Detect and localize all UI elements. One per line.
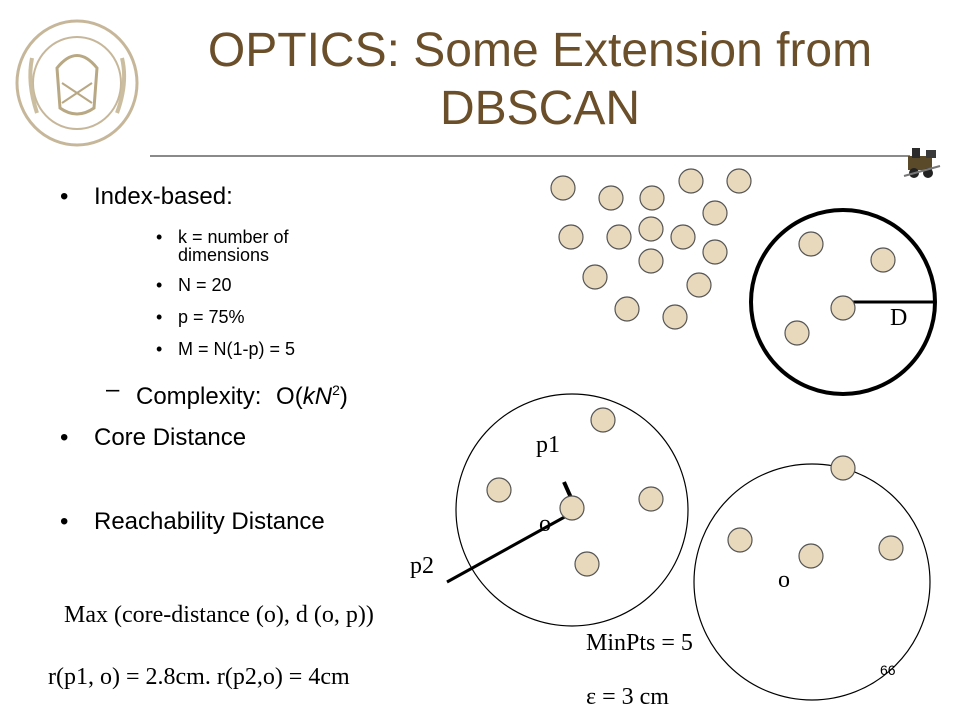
university-seal-logo (15, 19, 139, 147)
train-engine-icon (903, 148, 941, 178)
data-point (614, 296, 640, 322)
data-point (486, 477, 512, 503)
formula-close: ) (339, 383, 348, 410)
bullet-text: Index-based: (94, 183, 233, 210)
title-line-1: OPTICS: Some Extension from (207, 24, 873, 77)
data-point (662, 304, 688, 330)
data-point (638, 216, 664, 242)
data-point (574, 551, 600, 577)
data-point (638, 248, 664, 274)
data-point (830, 455, 856, 481)
data-point (550, 175, 576, 201)
label-o-left: o (539, 511, 551, 537)
data-point (559, 495, 585, 521)
formula-distances: r(p1, o) = 2.8cm. r(p2,o) = 4cm (48, 664, 350, 690)
data-point (598, 185, 624, 211)
data-point (590, 407, 616, 433)
bullet-dot: • (156, 339, 163, 359)
sub-bullet-text: N = 20 (178, 275, 232, 295)
data-point (784, 320, 810, 346)
bullet-reachability-distance: • Reachability Distance (60, 508, 325, 536)
sub-bullet-n: • N = 20 (156, 275, 232, 295)
sub-bullet-k: • k = number of dimensions (156, 227, 289, 265)
data-point (830, 295, 856, 321)
top-point-cluster (550, 168, 752, 330)
bullet-dot: • (156, 307, 163, 327)
data-point (870, 247, 896, 273)
reachability-neighborhood (446, 393, 689, 627)
formula-epsilon: ε = 3 cm (586, 684, 669, 710)
data-point (726, 168, 752, 194)
sub-bullet-m: • M = N(1-p) = 5 (156, 339, 296, 359)
slide-number: 66 (880, 662, 896, 678)
label-p2: p2 (410, 553, 434, 579)
p2-to-o-line (446, 512, 571, 584)
neighborhood-circle (455, 393, 689, 627)
data-point (606, 224, 632, 250)
data-point (639, 185, 665, 211)
core-neighborhood (693, 455, 931, 701)
neighborhood-circle (693, 463, 931, 701)
data-point (686, 272, 712, 298)
bullet-dot: • (60, 183, 69, 210)
formula-open: O( (276, 383, 303, 410)
sub-bullet-text-continued: dimensions (178, 245, 270, 265)
bullet-dot: • (60, 508, 69, 535)
formula-max: Max (core-distance (o), d (o, p)) (64, 602, 374, 628)
data-point (638, 486, 664, 512)
d-neighborhood (749, 208, 937, 396)
data-point (727, 527, 753, 553)
data-point (558, 224, 584, 250)
formula-var: kN (302, 383, 333, 410)
data-point (878, 535, 904, 561)
sub-bullet-p: • p = 75% (156, 307, 245, 327)
data-point (702, 200, 728, 226)
bullet-index-based: • Index-based: (60, 183, 233, 211)
data-point (702, 239, 728, 265)
sub-bullet-text: p = 75% (178, 307, 245, 327)
dash-mark: – (106, 376, 120, 403)
complexity-formula: O(kN2) (276, 382, 348, 410)
data-point (582, 264, 608, 290)
formula-minpts: MinPts = 5 (586, 630, 693, 656)
label-o-right: o (778, 567, 790, 593)
data-point (798, 231, 824, 257)
bullet-text: Reachability Distance (94, 508, 325, 535)
data-point (670, 224, 696, 250)
title-divider (150, 155, 910, 157)
sub-bullet-text: k = number of (178, 227, 289, 247)
bullet-dot: • (156, 227, 163, 247)
formula-exponent: 2 (332, 382, 340, 398)
dash-item-complexity: – Complexity: O(kN2) (106, 376, 348, 411)
title-line-2: DBSCAN (439, 82, 641, 135)
data-point (798, 543, 824, 569)
bullet-dot: • (156, 275, 163, 295)
bullet-core-distance: • Core Distance (60, 424, 247, 452)
sub-bullet-text: M = N(1-p) = 5 (178, 339, 296, 359)
slide-title: OPTICS: Some Extension from DBSCAN (150, 22, 930, 138)
label-d: D (890, 305, 907, 331)
data-point (678, 168, 704, 194)
bullet-text: Core Distance (94, 424, 247, 451)
label-p1: p1 (536, 432, 560, 458)
bullet-dot: • (60, 424, 69, 451)
complexity-label: Complexity: (136, 383, 262, 410)
